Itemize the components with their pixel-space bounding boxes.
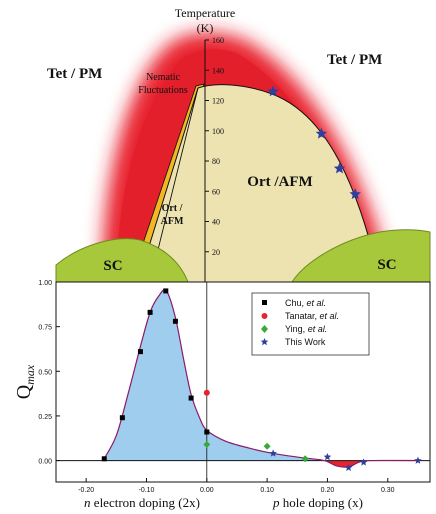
x-tick-label: 0.00 — [200, 487, 214, 494]
legend-chu-etal: et al. — [307, 298, 327, 308]
ort-afm-main-label: Ort /AFM — [247, 174, 312, 190]
chu-point — [101, 456, 107, 462]
top-this-work-stars — [267, 85, 361, 200]
chu-point — [119, 415, 125, 421]
temperature-axis-unit: (K) — [197, 21, 214, 35]
x-tick-label: 0.20 — [321, 487, 335, 494]
y-tick-label: 0.25 — [38, 414, 52, 421]
xlabel-n: n — [84, 495, 91, 510]
temperature-tick-label: 40 — [212, 218, 220, 227]
legend-label-this-work: This Work — [285, 337, 326, 347]
qmax-curve-fill — [103, 289, 325, 461]
legend-label-tanatar: Tanatar, et al. — [285, 311, 339, 321]
y-tick-label: 1.00 — [38, 280, 52, 287]
ying-point — [203, 441, 211, 448]
qmax-ylabel-sub: max — [23, 364, 37, 385]
qmax-data-points — [101, 288, 422, 471]
xlabel-p: p — [272, 495, 280, 510]
legend-chu-name: Chu, — [285, 298, 307, 308]
temperature-tick-label: 20 — [212, 248, 220, 257]
temperature-tick-label: 80 — [212, 157, 220, 166]
chu-point — [188, 395, 194, 401]
ying-point — [301, 455, 309, 463]
qmax-ylabel: Qmax — [13, 364, 37, 399]
legend-marker-tanatar — [261, 313, 268, 319]
chu-point — [163, 288, 169, 294]
legend-marker-this-work — [260, 338, 269, 346]
y-tick-label: 0.50 — [38, 369, 52, 376]
top-this-work-star — [349, 188, 361, 200]
this-work-point — [323, 453, 332, 461]
temperature-tick-label: 140 — [212, 66, 224, 75]
legend-marker-chu — [262, 300, 267, 305]
temperature-tick-label: 60 — [212, 187, 220, 196]
legend-ying-etal: et al. — [308, 324, 328, 334]
xlabel-p-rest: hole doping (x) — [280, 495, 363, 510]
temperature-axis-title: Temperature — [175, 6, 235, 20]
sc-dome-left — [55, 238, 189, 282]
this-work-point — [414, 456, 422, 464]
legend-ying-name: Ying, — [285, 324, 308, 334]
legend-label-ying: Ying, et al. — [285, 324, 327, 334]
temperature-ticks: 20 40 60 80 100 120 140 160 — [205, 36, 224, 257]
legend-box — [251, 292, 370, 356]
top-this-work-star — [267, 85, 279, 97]
this-work-point — [269, 449, 277, 457]
top-this-work-star — [333, 162, 346, 174]
ort-afm-small-line2: AFM — [161, 216, 184, 227]
x-tick-label: 0.30 — [381, 487, 395, 494]
legend-tanatar-etal: et al. — [320, 311, 340, 321]
tet-pm-right-label: Tet / PM — [327, 52, 382, 68]
top-this-work-star — [315, 127, 328, 139]
sc-dome-right — [291, 229, 431, 282]
sc-left-label: SC — [103, 258, 122, 274]
nematic-label-line1: Nematic — [146, 72, 180, 83]
sc-right-label: SC — [377, 257, 396, 273]
tet-pm-left-label: Tet / PM — [47, 66, 102, 82]
xlabel-n-rest: electron doping (2x) — [91, 495, 200, 510]
xlabel-electron-doping: n electron doping (2x) — [84, 495, 200, 510]
x-tick-label: -0.20 — [78, 487, 94, 494]
qmax-plot-panel: -0.20 -0.10 0.00 0.10 0.20 0.30 0.00 0.25 0.50 0.… — [13, 280, 431, 510]
x-tick-label: -0.10 — [138, 487, 154, 494]
temperature-tick-label: 160 — [212, 36, 224, 45]
ort-afm-small-line1: Ort / — [162, 203, 183, 214]
tanatar-point — [203, 389, 210, 396]
ying-point — [263, 442, 271, 450]
chu-point — [147, 309, 153, 315]
y-tick-label: 0.75 — [38, 325, 52, 332]
svg-text:Qmax: Qmax — [13, 364, 37, 399]
legend-star-glyph — [260, 338, 269, 346]
qmax-curve — [102, 289, 418, 468]
chu-point — [204, 429, 210, 435]
phase-diagram-panel: 20 40 60 80 100 120 140 160 Temperature (K) Tet… — [47, 6, 431, 282]
temperature-tick-label: 120 — [212, 97, 224, 106]
qmax-axis-ticks: -0.20 -0.10 0.00 0.10 0.20 0.30 0.00 0.25 0.50 0.… — [38, 280, 394, 494]
this-work-point — [359, 458, 368, 466]
legend: Chu, et al. Tanatar, et al. Ying, et al.… — [251, 292, 370, 356]
legend-marker-ying — [261, 325, 268, 333]
legend-tanatar-name: Tanatar, — [285, 311, 320, 321]
y-tick-label: 0.00 — [38, 459, 52, 466]
qmax-ylabel-main: Q — [13, 384, 35, 399]
nematic-label-line2: Fluctuations — [138, 85, 188, 96]
chu-point — [172, 318, 178, 324]
legend-label-chu: Chu, et al. — [285, 298, 326, 308]
this-work-point — [344, 463, 353, 471]
chu-point — [137, 349, 143, 355]
x-tick-label: 0.10 — [260, 487, 274, 494]
temperature-tick-label: 100 — [212, 127, 224, 136]
xlabel-hole-doping: p hole doping (x) — [272, 495, 363, 510]
